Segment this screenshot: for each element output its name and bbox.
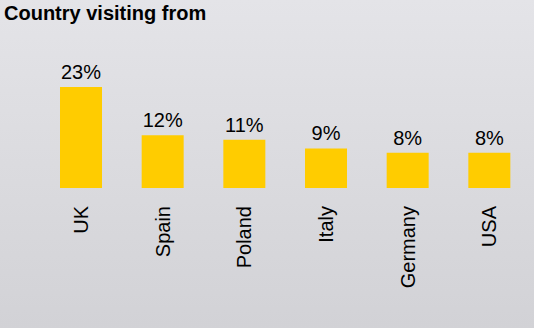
svg-text:Germany: Germany — [397, 206, 419, 288]
svg-text:Italy: Italy — [315, 206, 337, 243]
svg-text:12%: 12% — [143, 109, 183, 131]
svg-text:23%: 23% — [61, 61, 101, 83]
svg-text:Poland: Poland — [233, 206, 255, 268]
svg-text:8%: 8% — [393, 127, 422, 149]
html-text:Country visiting from: Country visiting from — [4, 2, 207, 24]
svg-text:11%: 11% — [225, 114, 264, 136]
svg-text:Spain: Spain — [152, 206, 174, 257]
svg-text:USA: USA — [478, 205, 500, 247]
svg-text:UK: UK — [70, 205, 92, 233]
svg-text:9%: 9% — [312, 122, 341, 144]
svg-text:8%: 8% — [475, 127, 504, 149]
